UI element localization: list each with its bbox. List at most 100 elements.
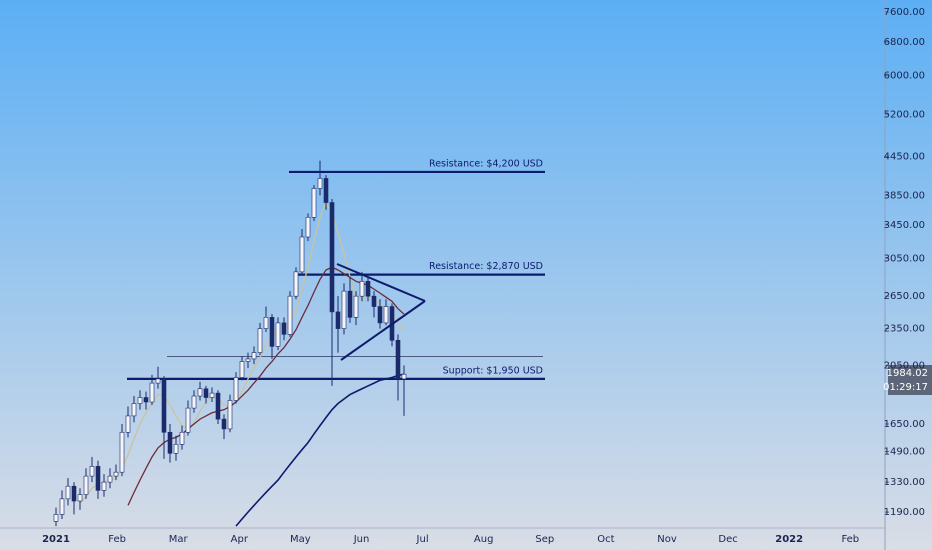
candle-body <box>359 281 365 297</box>
candle-body <box>401 373 407 380</box>
candle-body <box>395 340 401 380</box>
triangle-upper <box>336 263 426 302</box>
y-tick-label: 3050.00 <box>884 253 925 264</box>
candle-body <box>155 378 161 384</box>
candle-body <box>125 415 131 433</box>
candle-body <box>59 498 65 515</box>
candle-body <box>335 311 341 329</box>
candle-body <box>191 395 197 409</box>
x-tick-label: Oct <box>597 534 614 545</box>
level-label: Resistance: $4,200 USD <box>429 158 543 169</box>
y-tick-label: 3850.00 <box>884 190 925 201</box>
candle-body <box>137 397 143 404</box>
x-tick-label: Sep <box>535 534 554 545</box>
y-tick-label: 6000.00 <box>884 71 925 82</box>
candle-body <box>251 352 257 360</box>
x-tick-label: 2022 <box>775 534 803 545</box>
y-tick-label: 7600.00 <box>884 7 925 18</box>
candle-body <box>305 217 311 238</box>
candle-body <box>107 475 113 483</box>
candle-body <box>287 295 293 335</box>
candle-body <box>65 485 71 500</box>
candle-body <box>203 388 209 398</box>
y-tick-label: 2050.00 <box>884 360 925 371</box>
candle-body <box>215 392 221 420</box>
last-price: 1984.02 <box>887 368 928 379</box>
moving-average <box>79 201 405 504</box>
candle-body <box>371 295 377 307</box>
candle-body <box>323 178 329 203</box>
candle-body <box>197 388 203 397</box>
x-tick-label: Apr <box>231 534 249 545</box>
x-tick-label: Mar <box>169 534 189 545</box>
level-label: Support: $1,950 USD <box>443 365 543 376</box>
y-tick-label: 6800.00 <box>884 37 925 48</box>
candle-body <box>311 188 317 218</box>
candle-body <box>173 444 179 454</box>
candle-body <box>161 378 167 433</box>
candle-body <box>53 514 59 522</box>
candle-body <box>317 178 323 189</box>
moving-average <box>127 266 405 506</box>
candle-body <box>377 306 383 324</box>
candle-body <box>257 328 263 353</box>
candle-body <box>209 392 215 398</box>
candle-body <box>77 494 83 502</box>
candle-body <box>143 397 149 403</box>
x-tick-label: Jul <box>416 534 429 545</box>
y-tick-label: 1330.00 <box>884 477 925 488</box>
moving-average <box>235 373 405 527</box>
candle-body <box>185 407 191 433</box>
candle-body <box>179 431 185 445</box>
y-tick-label: 1190.00 <box>884 507 925 518</box>
candle-body <box>269 317 275 347</box>
candle-body <box>71 485 77 502</box>
x-tick-label: Jun <box>353 534 370 545</box>
candle-body <box>245 358 251 362</box>
candle-body <box>263 317 269 329</box>
y-tick-label: 1650.00 <box>884 419 925 430</box>
candle-body <box>329 202 335 313</box>
candle-body <box>293 271 299 297</box>
candle-body <box>101 481 107 491</box>
candle-body <box>239 361 245 378</box>
candle-body <box>227 400 233 430</box>
candle-body <box>221 418 227 430</box>
x-tick-label: Nov <box>657 534 677 545</box>
candle-body <box>95 466 101 491</box>
x-tick-label: May <box>290 534 311 545</box>
plot: Resistance: $4,200 USD Resistance: $2,870… <box>53 158 545 527</box>
x-tick-label: Aug <box>474 534 494 545</box>
candle-body <box>365 281 371 297</box>
candle-body <box>89 466 95 477</box>
x-tick-label: Dec <box>718 534 737 545</box>
candle-body <box>383 306 389 324</box>
x-tick-label: Feb <box>841 534 859 545</box>
candle-body <box>275 322 281 347</box>
y-tick-label: 2350.00 <box>884 324 925 335</box>
y-tick-label: 4450.00 <box>884 151 925 162</box>
y-tick-label: 5200.00 <box>884 109 925 120</box>
candle-body <box>281 322 287 335</box>
y-tick-label: 3450.00 <box>884 220 925 231</box>
candle-body <box>341 290 347 329</box>
y-tick-label: 2650.00 <box>884 291 925 302</box>
candle-body <box>167 431 173 454</box>
y-tick-label: 1490.00 <box>884 446 925 457</box>
x-tick-label: 2021 <box>42 534 70 545</box>
candle-body <box>83 475 89 495</box>
candle-body <box>299 236 305 273</box>
countdown: 01:29:17 <box>883 382 928 393</box>
x-tick-label: Feb <box>108 534 126 545</box>
candle-body <box>233 377 239 401</box>
candle-body <box>119 431 125 473</box>
triangle-lower <box>340 300 426 361</box>
candle-body <box>149 382 155 403</box>
candle-body <box>353 295 359 318</box>
candle-body <box>113 471 119 477</box>
candle-body <box>131 403 137 417</box>
last-price-box <box>888 365 932 395</box>
level-label: Resistance: $2,870 USD <box>429 261 543 272</box>
candle-body <box>347 290 353 318</box>
